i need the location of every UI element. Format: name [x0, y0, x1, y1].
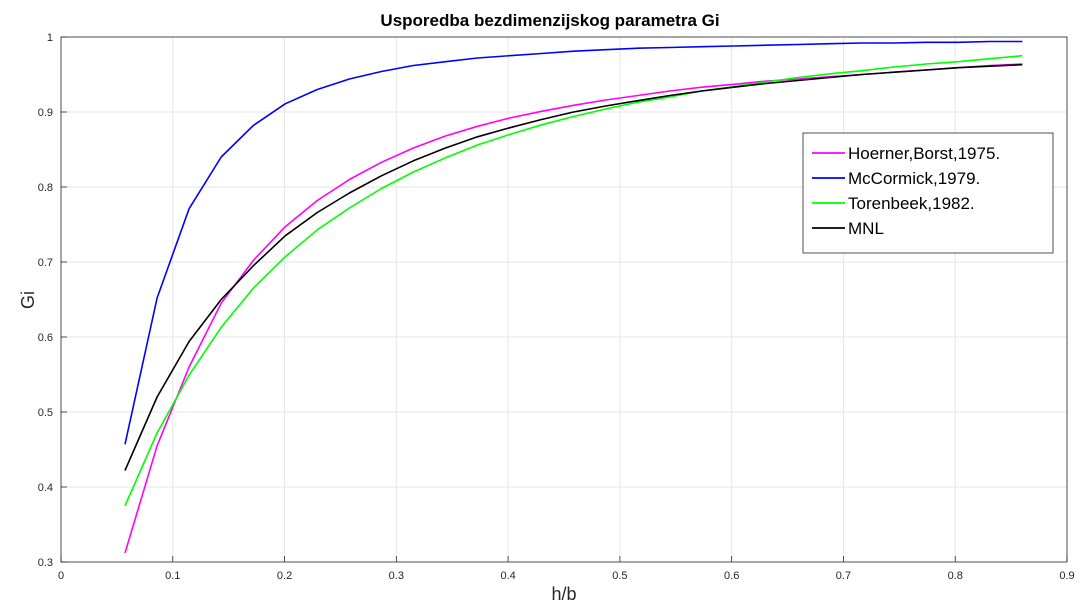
plot-area	[61, 37, 1067, 562]
chart-title: Usporedba bezdimenzijskog parametra Gi	[380, 11, 719, 30]
plot-frame	[60, 36, 1068, 563]
x-tick-label: 0.3	[389, 570, 404, 582]
y-tick-label: 0.9	[38, 107, 53, 119]
legend-label-4: MNL	[848, 219, 884, 238]
y-tick-label: 0.5	[38, 407, 53, 419]
series-line-4	[124, 63, 1023, 471]
x-tick-label: 0.1	[165, 570, 180, 582]
y-tick-label: 0.8	[38, 182, 53, 194]
x-tick-label: 0.5	[612, 570, 627, 582]
x-tick-label: 0.6	[724, 570, 739, 582]
series-lines	[124, 40, 1023, 554]
y-axis-label: Gi	[18, 291, 38, 309]
x-tick-label: 0.4	[500, 570, 515, 582]
x-tick-label: 0	[58, 570, 64, 582]
x-tick-label: 0.9	[1059, 570, 1074, 582]
x-tick-label: 0.8	[948, 570, 963, 582]
series-line-3	[124, 54, 1023, 507]
x-tick-label: 0.2	[277, 570, 292, 582]
x-tick-label: 0.7	[836, 570, 851, 582]
legend-label-2: McCormick,1979.	[848, 169, 980, 188]
x-tick-labels: 0 0.1 0.2 0.3 0.4 0.5 0.6 0.7 0.8 0.9	[58, 570, 1075, 582]
x-axis-label: h/b	[551, 584, 576, 604]
legend-label-1: Hoerner,Borst,1975.	[848, 144, 1000, 163]
legend-label-3: Torenbeek,1982.	[848, 194, 975, 213]
y-tick-label: 0.4	[38, 482, 53, 494]
y-tick-label: 0.3	[38, 557, 53, 569]
y-tick-label: 0.6	[38, 332, 53, 344]
series-line-2	[124, 40, 1023, 445]
y-tick-label: 1	[47, 32, 53, 44]
y-tick-label: 0.7	[38, 257, 53, 269]
legend: Hoerner,Borst,1975. McCormick,1979. Torenb…	[802, 132, 1054, 254]
y-tick-labels: 0.3 0.4 0.5 0.6 0.7 0.8 0.9 1	[38, 32, 53, 569]
